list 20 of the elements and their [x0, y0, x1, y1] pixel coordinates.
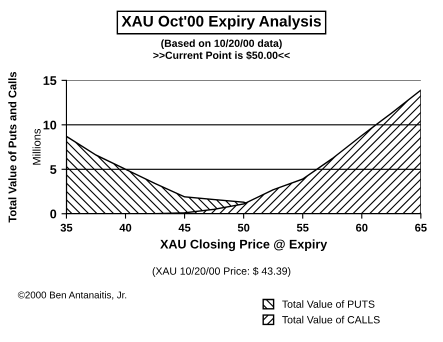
- x-tick-label: 60: [356, 224, 368, 232]
- chart-subtitle: (Based on 10/20/00 data) >>Current Point is $50.00<<: [153, 39, 290, 60]
- y-tick-label: 10: [44, 120, 56, 130]
- y-axis-title: Total Value of Puts and Calls: [8, 72, 16, 222]
- legend-label: Total Value of PUTS: [282, 300, 374, 308]
- x-tick-label: 50: [238, 224, 250, 232]
- x-tick-label: 65: [415, 224, 427, 232]
- x-tick-label: 35: [60, 224, 72, 232]
- x-tick-label: 40: [120, 224, 132, 232]
- chart-title: XAU Oct'00 Expiry Analysis: [122, 15, 321, 30]
- x-axis-title: XAU Closing Price @ Expiry: [160, 239, 328, 252]
- y-tick-label: 15: [44, 76, 56, 86]
- y-tick-label: 5: [50, 165, 56, 174]
- text: Millions: [32, 128, 41, 165]
- text: (XAU 10/20/00 Price: $ 43.39): [152, 266, 290, 277]
- text: ©2000 Ben Antanaitis, Jr.: [18, 291, 126, 300]
- x-tick-label: 45: [178, 224, 190, 232]
- legend-label: Total Value of CALLS: [282, 316, 380, 324]
- x-tick-label: 55: [296, 224, 309, 232]
- y-tick-label: 0: [50, 210, 56, 218]
